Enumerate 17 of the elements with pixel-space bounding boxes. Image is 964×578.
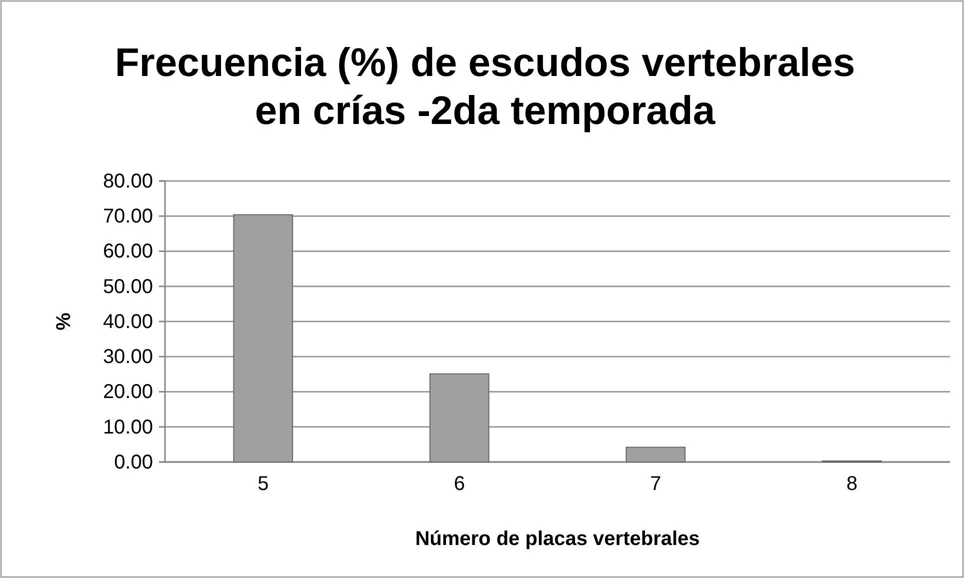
y-tick-label: 60.00 — [102, 240, 153, 263]
x-tick-label: 5 — [258, 473, 269, 496]
y-tick-label: 70.00 — [102, 206, 153, 228]
y-tick-label: 0.00 — [114, 451, 153, 474]
y-tick-label: 30.00 — [102, 346, 153, 368]
x-tick-label: 6 — [454, 473, 465, 496]
y-tick-label: 50.00 — [102, 276, 153, 298]
y-tick-label: 20.00 — [102, 381, 153, 404]
y-tick-label: 40.00 — [102, 310, 153, 333]
y-axis-title: % — [53, 312, 75, 330]
y-tick-label: 80.00 — [102, 170, 153, 192]
chart-title: Frecuencia (%) de escudos vertebrales en crías -2da temporada — [114, 41, 856, 133]
x-axis-title: Número de placas vertebrales — [415, 528, 700, 550]
bar — [626, 446, 686, 462]
x-tick-label: 8 — [846, 473, 858, 496]
x-tick-label: 7 — [650, 473, 662, 496]
y-tick-label: 10.00 — [102, 416, 153, 438]
